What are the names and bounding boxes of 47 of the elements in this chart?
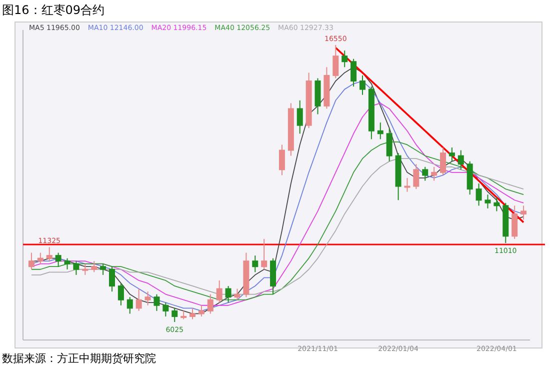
candlestick xyxy=(448,146,455,162)
candlestick xyxy=(386,128,392,162)
candlestick xyxy=(100,263,106,276)
chart-title: 图16：红枣09合约 xyxy=(2,3,105,17)
candlestick xyxy=(234,288,240,300)
candlestick xyxy=(359,74,366,96)
candlestick xyxy=(207,294,214,314)
candlestick xyxy=(91,260,98,273)
candlestick xyxy=(162,302,169,317)
candlestick xyxy=(55,252,62,268)
candlestick xyxy=(494,196,500,212)
candlestick xyxy=(144,291,151,306)
candlestick xyxy=(73,260,80,276)
candlestick xyxy=(154,294,160,312)
candlestick xyxy=(377,122,384,140)
candlestick xyxy=(512,205,518,240)
candlestick xyxy=(225,285,232,304)
candlestick xyxy=(520,205,527,220)
candlestick xyxy=(422,166,428,182)
candlestick xyxy=(278,144,285,176)
candlestick xyxy=(118,282,124,306)
candlestick xyxy=(431,166,438,182)
source-note: 数据来源：方正中期期货研究院 xyxy=(2,352,156,365)
candlestick xyxy=(252,255,258,273)
candlestick xyxy=(126,296,133,314)
candlestick xyxy=(46,246,52,262)
candlestick xyxy=(458,150,464,170)
candlestick xyxy=(440,146,446,176)
candlestick xyxy=(342,50,348,68)
candlestick xyxy=(64,258,70,270)
candlestick xyxy=(82,263,88,276)
candlestick xyxy=(476,183,482,206)
candlestick xyxy=(136,288,142,312)
candlestick xyxy=(198,304,204,317)
candlestick xyxy=(413,164,420,190)
candlestick xyxy=(172,308,178,322)
candlestick xyxy=(37,252,44,264)
candlestick xyxy=(484,194,491,209)
candlestick xyxy=(216,280,222,304)
candlestick xyxy=(296,100,303,134)
candlestick xyxy=(261,238,268,270)
candlestick xyxy=(190,308,196,320)
candlestick xyxy=(404,177,410,192)
candlestick xyxy=(350,58,357,88)
candlestick xyxy=(108,266,115,292)
candlestick xyxy=(28,252,34,270)
candlestick xyxy=(332,44,339,79)
